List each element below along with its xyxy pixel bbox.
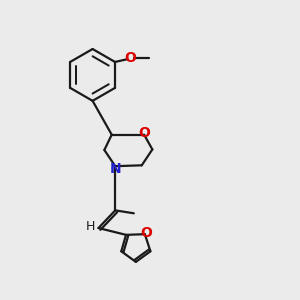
Text: O: O bbox=[138, 126, 150, 140]
Text: H: H bbox=[85, 220, 95, 233]
Text: N: N bbox=[110, 161, 121, 176]
Text: O: O bbox=[124, 51, 136, 65]
Text: O: O bbox=[140, 226, 152, 240]
